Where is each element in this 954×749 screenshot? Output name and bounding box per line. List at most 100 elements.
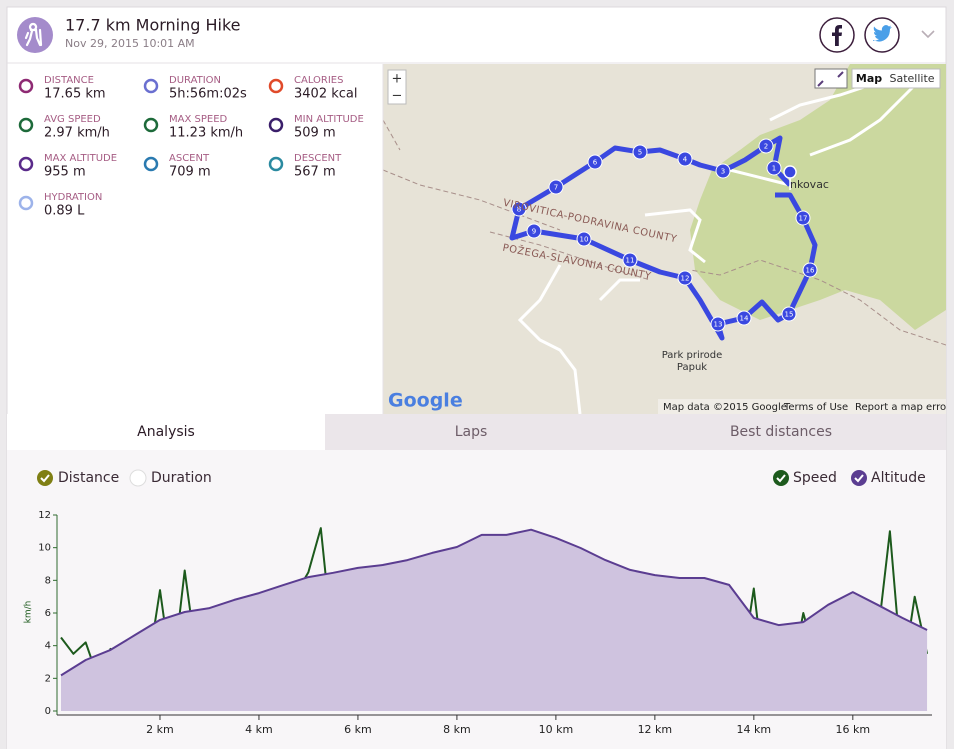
- lap-marker-label: 6: [593, 159, 598, 167]
- area-fill: [61, 529, 928, 711]
- hiker-icon: [24, 22, 43, 47]
- expand-chevron[interactable]: [921, 30, 935, 39]
- map-type-control: [851, 68, 941, 89]
- lap-marker[interactable]: [677, 270, 693, 286]
- x-toggle-label[interactable]: Duration: [151, 470, 212, 486]
- zoom-out[interactable]: −: [392, 89, 403, 104]
- zoom-control: [387, 69, 407, 105]
- legend-toggle[interactable]: [851, 470, 867, 486]
- lap-marker[interactable]: [710, 316, 726, 332]
- stat-value: 3402 kcal: [294, 87, 357, 102]
- map-type-satellite[interactable]: Satellite: [889, 72, 934, 85]
- series-line: [60, 528, 928, 677]
- y-tick-label: 6: [45, 608, 51, 619]
- lap-marker[interactable]: [548, 179, 564, 195]
- y-tick-label: 10: [38, 543, 51, 554]
- lap-marker[interactable]: [587, 154, 603, 170]
- tab[interactable]: [636, 414, 946, 450]
- tab-label[interactable]: Best distances: [730, 424, 832, 440]
- y-tick-label: 0: [45, 706, 51, 717]
- lap-marker[interactable]: [526, 223, 542, 239]
- lap-marker-label: 5: [638, 149, 642, 157]
- check-icon: [40, 474, 50, 483]
- lap-marker-label: 17: [799, 215, 808, 223]
- stat-icon: [18, 78, 34, 94]
- fullscreen-button[interactable]: [814, 68, 848, 89]
- x-tick-label: 16 km: [836, 723, 871, 736]
- stat-label: CALORIES: [294, 75, 343, 86]
- map-attribution: Map data ©2015 Google: [663, 402, 787, 413]
- x-tick-label: 4 km: [245, 723, 273, 736]
- x-tick-label: 12 km: [638, 723, 673, 736]
- stat-value: 567 m: [294, 165, 336, 180]
- stat-label: AVG SPEED: [44, 114, 101, 125]
- report-link[interactable]: Report a map error: [855, 402, 951, 413]
- stat-value: 509 m: [294, 126, 336, 141]
- lap-marker[interactable]: [795, 210, 811, 226]
- lap-marker[interactable]: [576, 231, 592, 247]
- lap-marker[interactable]: [736, 310, 752, 326]
- legend-label[interactable]: Speed: [793, 470, 837, 486]
- stat-label: DESCENT: [294, 153, 342, 164]
- lap-marker[interactable]: [622, 252, 638, 268]
- stat-label: DURATION: [169, 75, 221, 86]
- tab-label[interactable]: Analysis: [137, 424, 195, 440]
- toggle-checked[interactable]: [37, 470, 53, 486]
- lap-marker[interactable]: [766, 160, 782, 176]
- facebook-icon: [832, 25, 842, 46]
- lap-marker-label: 16: [806, 267, 815, 275]
- stat-icon: [18, 156, 34, 172]
- zoom-in[interactable]: +: [392, 72, 403, 87]
- x-tick-label: 10 km: [539, 723, 574, 736]
- lap-marker-label: 7: [554, 184, 558, 192]
- stat-value: 2.97 km/h: [44, 126, 110, 141]
- lap-marker-label: 11: [626, 257, 635, 265]
- stat-value: 955 m: [44, 165, 86, 180]
- stat-icon: [18, 195, 34, 211]
- start-pin: [783, 165, 797, 191]
- legend-label[interactable]: Altitude: [871, 470, 926, 486]
- lap-marker-label: 9: [532, 228, 536, 236]
- lap-marker[interactable]: [715, 163, 731, 179]
- lap-marker-label: 1: [772, 165, 776, 173]
- stat-label: MAX ALTITUDE: [44, 153, 117, 164]
- lap-marker[interactable]: [802, 262, 818, 278]
- stat-icon: [143, 78, 159, 94]
- lap-marker-label: 2: [764, 143, 768, 151]
- lap-marker-label: 4: [683, 156, 688, 164]
- lap-marker[interactable]: [781, 306, 797, 322]
- lap-marker-label: 14: [740, 315, 749, 323]
- tab-label[interactable]: Laps: [455, 424, 488, 440]
- twitter-icon: [873, 25, 892, 42]
- stat-label: HYDRATION: [44, 192, 102, 203]
- tab[interactable]: [325, 414, 636, 450]
- map-type-map[interactable]: Map: [856, 72, 882, 85]
- legend-toggle[interactable]: [773, 470, 789, 486]
- stat-label: MAX SPEED: [169, 114, 228, 125]
- lap-marker[interactable]: [677, 151, 693, 167]
- toggle-unchecked[interactable]: [129, 469, 147, 487]
- stat-value: 17.65 km: [44, 87, 106, 102]
- stat-value: 0.89 L: [44, 204, 85, 219]
- lap-marker-label: 13: [714, 321, 723, 329]
- fullscreen-icon: [817, 71, 844, 87]
- legend: Speed Altitude: [773, 470, 926, 486]
- chart: 0 2 4 6 8 10 12 2 km 4 km 6 km 8 km 10 km 12 km 14 km…: [24, 510, 932, 736]
- county-border: [383, 119, 946, 346]
- lap-marker[interactable]: [632, 144, 648, 160]
- y-tick-label: 2: [45, 673, 51, 684]
- y-axis-label: km/h: [24, 601, 34, 624]
- park-area: [690, 64, 946, 330]
- terms-link[interactable]: Terms of Use: [783, 402, 848, 413]
- x-tick-label: 14 km: [737, 723, 772, 736]
- park-label: Park prirode: [662, 350, 723, 361]
- x-toggle-label[interactable]: Distance: [58, 470, 119, 486]
- lap-marker[interactable]: [511, 201, 527, 217]
- y-tick-label: 4: [45, 641, 51, 652]
- tab-active[interactable]: [7, 414, 325, 450]
- lap-marker[interactable]: [758, 138, 774, 154]
